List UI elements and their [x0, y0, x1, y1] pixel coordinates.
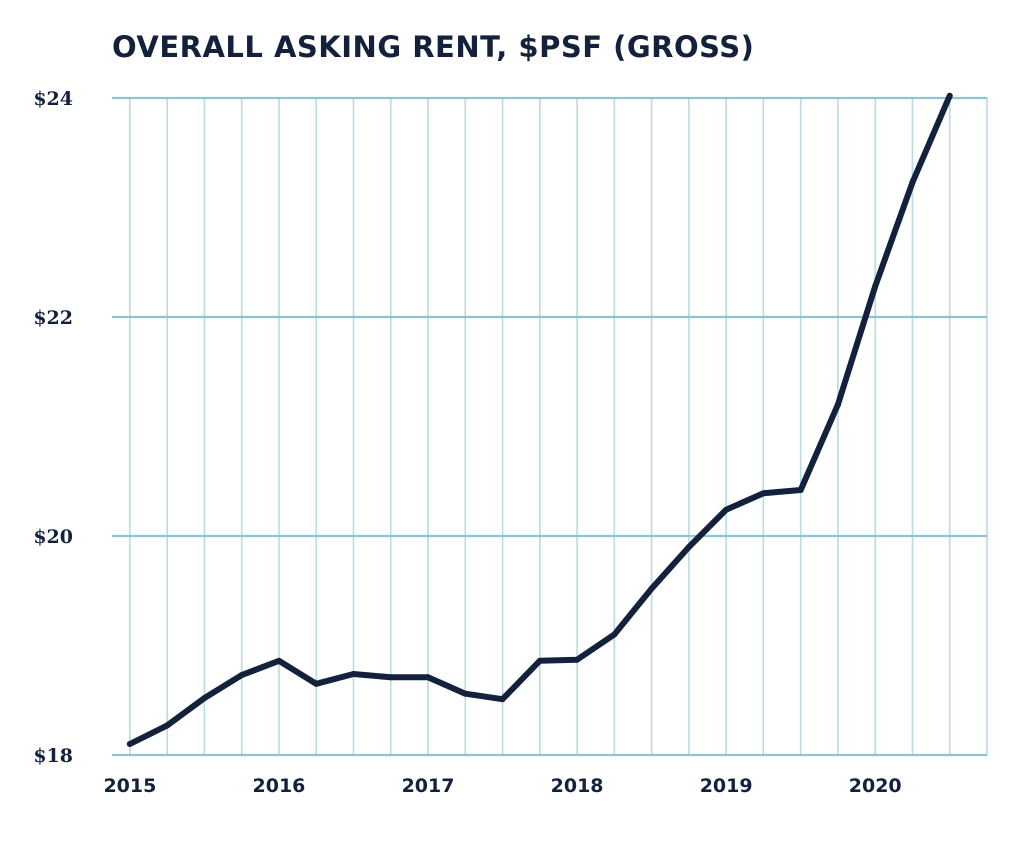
data-point: [164, 722, 171, 729]
chart-title: OVERALL ASKING RENT, $PSF (GROSS): [112, 30, 755, 64]
data-point: [313, 680, 320, 687]
data-point: [126, 741, 133, 748]
data-point: [834, 401, 841, 408]
data-point: [425, 674, 432, 681]
data-point: [685, 543, 692, 550]
x-tick-label: 2016: [253, 775, 306, 797]
x-tick-label: 2015: [103, 775, 156, 797]
data-point: [797, 487, 804, 494]
data-point: [909, 179, 916, 186]
data-point: [574, 656, 581, 663]
y-tick-label: $24: [33, 88, 73, 110]
minor-gridlines: [129, 98, 988, 755]
y-tick-label: $18: [33, 745, 73, 767]
data-point: [499, 696, 506, 703]
x-axis-tick-labels: 2015 2016 2017 2018 2019 2020: [103, 775, 901, 797]
data-point: [648, 585, 655, 592]
x-tick-label: 2019: [700, 775, 753, 797]
data-point: [201, 695, 208, 702]
y-tick-label: $22: [33, 307, 73, 329]
series-group: [126, 92, 953, 748]
x-tick-label: 2020: [849, 775, 902, 797]
data-point: [462, 690, 469, 697]
data-point: [238, 672, 245, 679]
y-tick-label: $20: [33, 526, 73, 548]
data-point: [723, 506, 730, 513]
data-point: [611, 631, 618, 638]
data-point: [275, 657, 282, 664]
data-point: [872, 283, 879, 290]
data-point: [760, 490, 767, 497]
y-axis-tick-labels: $18 $20 $22 $24: [33, 88, 73, 767]
data-point: [387, 674, 394, 681]
x-tick-label: 2018: [551, 775, 604, 797]
major-gridlines: [112, 96, 987, 757]
data-point: [536, 657, 543, 664]
x-tick-label: 2017: [402, 775, 455, 797]
data-point: [350, 670, 357, 677]
data-point: [946, 92, 953, 99]
